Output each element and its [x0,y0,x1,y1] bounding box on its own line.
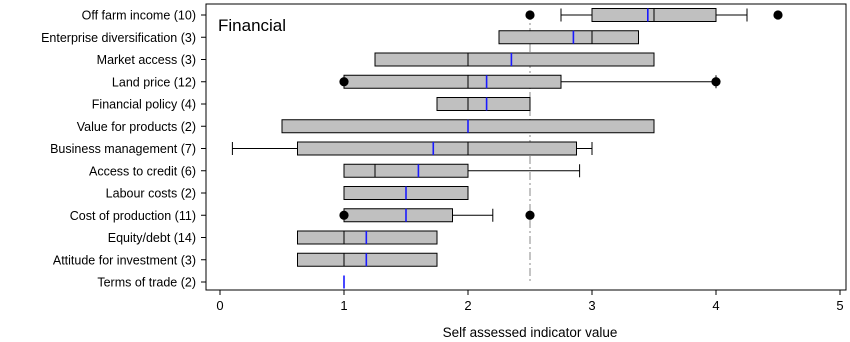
category-label: Land price (12) [112,75,196,89]
x-axis-title: Self assessed indicator value [443,325,618,340]
outlier-point [525,210,535,220]
category-label: Cost of production (11) [70,209,196,223]
category-label: Attitude for investment (3) [53,253,196,267]
box-row [339,74,721,89]
outlier-point [339,210,349,220]
outlier-point [525,10,535,20]
category-label: Access to credit (6) [89,164,196,178]
iqr-box [297,252,438,267]
box-row [297,230,438,245]
plot-frame [205,3,847,291]
category-label: Equity/debt (14) [108,231,196,245]
x-tick-label: 1 [340,298,347,313]
x-tick-label: 3 [588,298,595,313]
category-label: Enterprise diversification (3) [41,31,196,45]
boxes-layer [231,8,783,289]
outlier-point [773,10,783,20]
x-tick-label: 4 [712,298,719,313]
chart-title: Financial [218,16,286,35]
box-row [343,186,469,200]
box-row [231,141,593,156]
outlier-point [711,77,721,87]
category-label: Financial policy (4) [92,98,196,112]
box-row [374,52,655,67]
category-label: Market access (3) [97,53,196,67]
x-tick-label: 2 [464,298,471,313]
iqr-box [297,141,577,156]
category-label: Off farm income (10) [82,9,196,23]
box-row [343,163,581,178]
x-axis-ticks: 0 1 2 3 4 5 [216,290,844,313]
x-tick-label: 0 [216,298,223,313]
box-row [297,252,438,267]
box-row [281,119,655,134]
box-row [498,30,639,45]
iqr-box [343,208,453,223]
category-label: Terms of trade (2) [97,276,196,290]
box-row [525,8,783,22]
category-label: Labour costs (2) [106,187,196,201]
iqr-box [297,230,438,245]
iqr-box [343,74,562,89]
category-label: Value for products (2) [77,120,196,134]
box-row [339,208,535,223]
category-labels: Off farm income (10) Enterprise diversifi… [41,9,206,290]
iqr-box [374,52,655,67]
x-tick-label: 5 [836,298,843,313]
iqr-box [498,30,639,45]
category-label: Business management (7) [50,142,196,156]
outlier-point [339,77,349,87]
iqr-box [343,163,469,178]
box-row [436,97,531,111]
iqr-box [436,97,531,111]
